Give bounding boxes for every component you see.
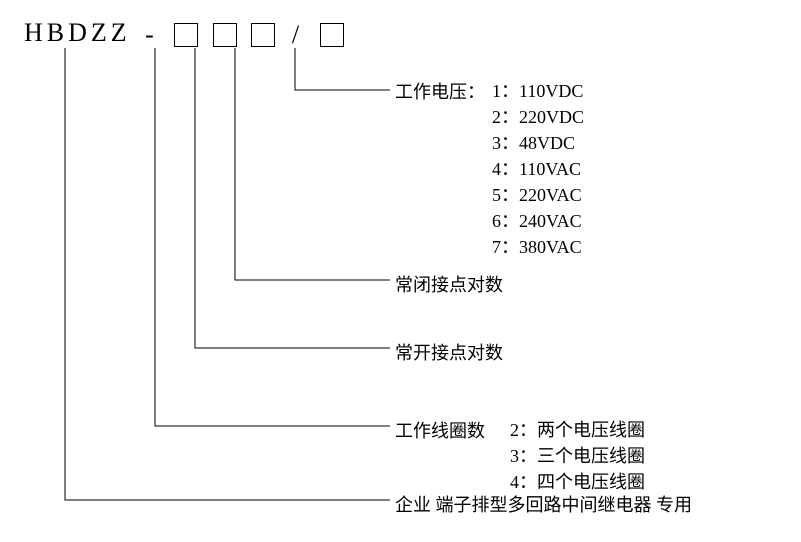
diagram-container: HBDZZ - / 工作电压： 常闭接点对数 常开接点对数 工作线圈数 企业 端… [0,0,801,542]
label-coils: 工作线圈数 [395,417,485,443]
voltage-value-item: 2：220VDC [492,104,584,130]
label-normally-closed: 常闭接点对数 [395,271,503,297]
voltage-value-item: 1：110VDC [492,78,584,104]
voltage-value-item: 6：240VAC [492,208,584,234]
voltage-value-item: 5：220VAC [492,182,584,208]
coil-value-item: 3：三个电压线圈 [510,443,645,469]
voltage-value-item: 7：380VAC [492,234,584,260]
coil-value-item: 2：两个电压线圈 [510,417,645,443]
label-normally-open: 常开接点对数 [395,339,503,365]
coil-value-item: 4：四个电压线圈 [510,469,645,495]
label-voltage: 工作电压： [395,78,485,104]
voltage-value-item: 3：48VDC [492,130,584,156]
voltage-value-item: 4：110VAC [492,156,584,182]
voltage-value-list: 1：110VDC2：220VDC3：48VDC4：110VAC5：220VAC6… [492,78,584,260]
coil-value-list: 2：两个电压线圈3：三个电压线圈4：四个电压线圈 [510,417,645,495]
